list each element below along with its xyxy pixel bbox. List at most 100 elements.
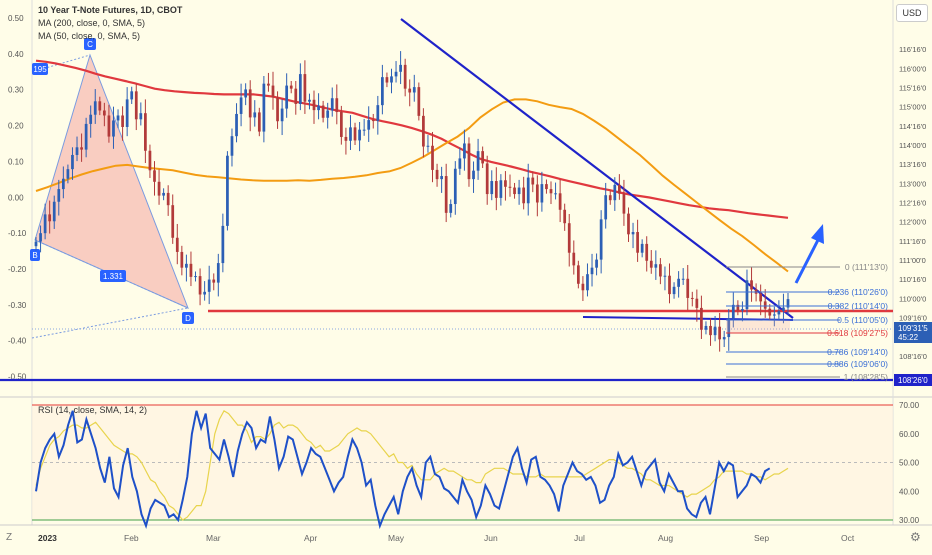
candle [75,136,79,162]
candle [440,166,443,193]
candle-body [563,209,567,224]
candle [458,147,462,175]
right-axis-tick: 113'00'0 [899,179,926,188]
candle-body [194,276,197,278]
right-axis-tick: 110'00'0 [899,294,926,303]
candle [194,271,197,282]
candle-body [499,180,503,198]
candle [545,179,548,194]
candle [467,137,471,187]
candle [61,166,65,199]
candle-body [741,309,744,311]
candle [335,84,339,125]
harmonic-xd-line [31,307,189,339]
candle-body [595,259,598,268]
candle [207,265,211,305]
gear-icon[interactable]: ⚙ [910,530,921,544]
candle [358,122,361,152]
candle-body [262,83,266,132]
candle [344,127,348,155]
candle-body [686,278,690,298]
candle [185,254,188,282]
candle-body [144,113,147,151]
candle [686,264,690,311]
candle [198,268,202,306]
candle [43,203,47,240]
candle-body [66,169,70,179]
ma200-legend[interactable]: MA (200, close, 0, SMA, 5) [38,18,146,28]
candle [599,210,603,274]
price-panel [32,0,893,397]
candle-body [399,64,402,72]
candle-body [175,237,179,252]
candle [777,300,781,321]
candle [280,99,284,136]
rsi-axis-tick: 50.00 [899,459,920,468]
right-axis-tick: 115'16'0 [899,84,926,93]
candle [463,129,466,171]
candle [490,170,494,201]
candle-body [276,97,279,122]
candle [107,104,111,143]
harmonic-point-d-box [182,312,194,324]
candle-body [659,264,662,277]
candle [485,155,489,205]
candle [362,118,366,136]
left-axis-tick: -0.20 [8,265,27,274]
candle [426,135,430,153]
candle-body [84,123,88,150]
candle-body [613,184,617,201]
x-axis-label: Aug [658,533,673,543]
candle-body [207,279,211,292]
candle [39,225,42,253]
candle-body [75,147,79,155]
candle [175,223,179,265]
candle [157,169,161,205]
candle [257,107,261,137]
candle [595,253,598,276]
candle [148,144,152,178]
candle [239,83,243,127]
candle-body [722,337,726,340]
rsi-legend[interactable]: RSI (14, close, SMA, 14, 2) [38,405,148,415]
candle-body [777,310,781,315]
candle-body [463,143,466,159]
candle [508,174,512,197]
candle [171,194,175,244]
candle [390,68,393,94]
candle [476,138,480,180]
left-axis-tick: 0.30 [8,86,24,95]
candle [558,179,562,223]
rsi-band [32,405,893,520]
candle [672,282,676,299]
low-price-label: 108'26'0 [898,376,928,385]
candle-body [759,293,763,302]
candle-body [663,275,667,277]
candle-body [271,85,275,98]
candle-body [162,192,165,196]
candle [353,122,357,145]
candle-body [289,85,293,89]
candle-body [198,276,202,295]
currency-button[interactable]: USD [896,4,928,22]
candle-body [608,195,612,201]
candle-body [576,265,580,284]
right-axis-tick: 111'00'0 [899,256,926,265]
candle [513,182,516,199]
candle [289,80,293,94]
candle-body [267,83,270,86]
candle-body [731,304,735,319]
candle-body [504,180,507,187]
candle-body [312,99,316,111]
fib-level-label: 0.786 (109'14'0) [827,347,888,357]
candle-body [102,110,106,116]
candle-body [408,88,412,93]
candle-body [367,120,371,130]
candle [731,292,735,328]
ma50-legend[interactable]: MA (50, close, 0, SMA, 5) [38,31,141,41]
candle [750,266,753,302]
timezone-button[interactable]: Z [6,532,13,543]
harmonic-ratio-box [100,270,126,282]
left-axis-tick: 0.50 [8,14,24,23]
